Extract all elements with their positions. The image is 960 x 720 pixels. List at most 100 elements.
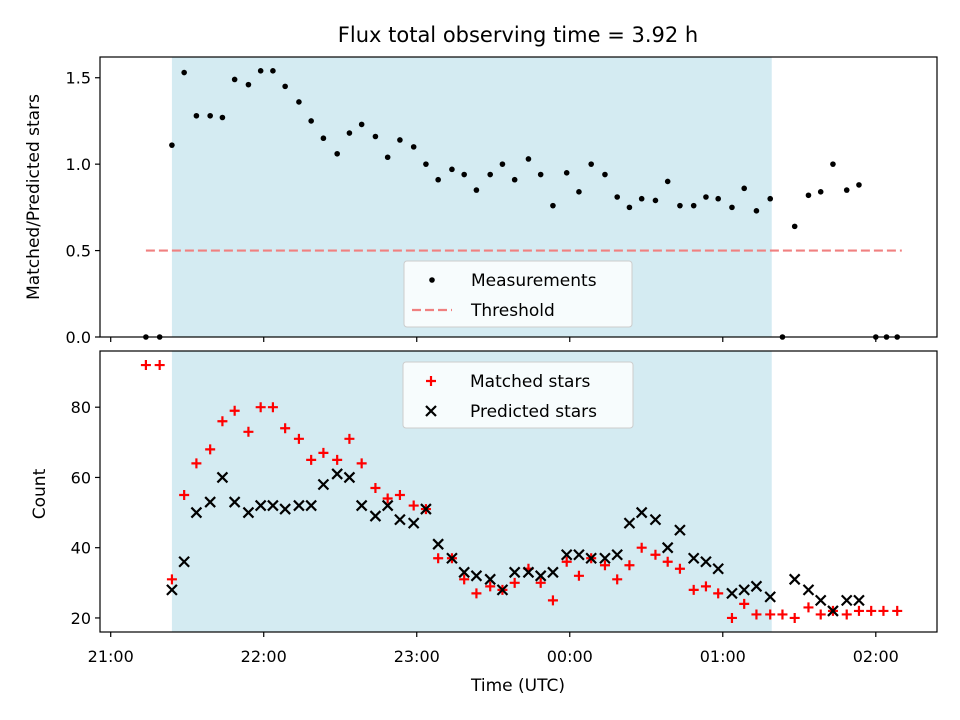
bottom-series-0-point <box>853 605 864 616</box>
bottom-series-0-point <box>803 602 814 613</box>
bottom-series-1-point <box>343 471 356 484</box>
bottom-series-1-point <box>190 506 203 519</box>
bottom-series-1-point <box>802 584 815 596</box>
bottom-series-0-point <box>599 560 610 571</box>
bottom-series-1-point <box>726 587 738 600</box>
bottom-series-1-point <box>649 513 662 526</box>
bottom-series-1-point <box>420 503 432 515</box>
top-series-0-point <box>856 182 862 188</box>
bottom-series-1-point <box>788 573 801 586</box>
top-series-0-point <box>193 112 200 119</box>
top-series-0-point <box>843 187 850 193</box>
bottom-series-1-point <box>381 499 394 512</box>
bottom-series-0-point <box>344 433 355 444</box>
bottom-series-0-point <box>306 454 317 465</box>
top-y-tick-label: 1.5 <box>66 69 91 88</box>
top-series-0-point <box>397 137 403 143</box>
bottom-series-1-point <box>407 517 420 529</box>
bottom-series-0-point <box>866 605 877 616</box>
top-y-tick-label: 0.0 <box>66 328 91 347</box>
top-axes-frame <box>99 56 938 338</box>
top-series-0-point <box>638 195 645 202</box>
bottom-series-1-point <box>331 468 343 480</box>
bottom-series-0-point <box>205 444 216 455</box>
top-panel: 0.0 0.5 1.0 1.5 Measurements Threshold <box>66 56 938 347</box>
top-series-0-point <box>588 161 594 167</box>
top-series-0-point <box>805 192 812 199</box>
bottom-series-1-point <box>534 570 547 582</box>
bottom-series-1-point <box>216 471 229 484</box>
bottom-series-0-point <box>636 542 647 553</box>
top-series-0-point <box>817 189 824 195</box>
bottom-series-1-point <box>394 513 406 526</box>
bottom-series-1-point <box>853 594 865 607</box>
bottom-series-0-point <box>154 360 165 371</box>
bottom-series-0-point <box>318 447 329 458</box>
top-series-0-point <box>219 114 226 121</box>
bottom-series-1-point <box>560 548 573 561</box>
top-series-0-point <box>741 185 747 192</box>
bottom-series-1-point <box>228 496 241 508</box>
bottom-legend-box <box>402 361 634 429</box>
x-tick-label: 00:00 <box>547 647 593 666</box>
top-series-0-point <box>550 202 556 209</box>
top-series-0-point <box>245 81 252 88</box>
bottom-legend-handle <box>426 376 436 386</box>
top-legend-label: Measurements <box>471 271 597 291</box>
bottom-series-0-point <box>674 563 685 574</box>
bottom-series-1-point <box>827 605 839 617</box>
bottom-series-0-point <box>179 490 190 501</box>
bottom-series-0-point <box>255 402 266 413</box>
top-legend-box <box>403 260 633 328</box>
bottom-series-1-point <box>355 499 368 512</box>
bottom-series-0-point <box>726 612 737 623</box>
top-series-0-point <box>346 130 353 136</box>
bottom-series-1-point <box>599 552 611 565</box>
bottom-series-0-point <box>166 574 177 585</box>
bottom-series-1-point <box>585 552 597 565</box>
bottom-legend-handle <box>425 405 437 417</box>
bottom-series-0-point <box>140 360 151 371</box>
top-series-0-point <box>626 204 633 211</box>
bottom-axes-frame <box>99 350 938 633</box>
bottom-y-tick-label: 20 <box>71 609 91 628</box>
x-tick-label: 21:00 <box>88 647 134 666</box>
x-tick-label: 23:00 <box>394 647 440 666</box>
bottom-legend-label: Matched stars <box>470 372 590 392</box>
bottom-series-0-point <box>433 553 444 564</box>
top-series-0-point <box>652 197 659 204</box>
bottom-series-0-point <box>892 605 903 616</box>
top-series-0-point <box>231 76 238 83</box>
top-series-0-point <box>384 154 391 161</box>
bottom-series-1-point <box>750 580 763 593</box>
bottom-series-1-point <box>242 506 255 519</box>
top-series-0-point <box>664 178 671 185</box>
bottom-series-1-point <box>661 541 674 554</box>
bottom-series-0-point <box>509 577 520 588</box>
bottom-series-1-point <box>573 548 585 561</box>
bottom-series-1-point <box>178 555 190 568</box>
top-series-0-point <box>257 68 264 74</box>
top-series-0-point <box>499 161 506 167</box>
top-series-0-point <box>715 195 721 202</box>
bottom-series-0-point <box>624 560 635 571</box>
top-series-0-point <box>169 142 175 148</box>
bottom-series-1-point <box>267 499 279 512</box>
top-series-0-point <box>487 171 493 178</box>
bottom-series-1-point <box>522 566 535 579</box>
bottom-series-0-point <box>485 581 496 592</box>
top-series-0-point <box>576 189 582 195</box>
bottom-series-0-point <box>688 584 699 595</box>
bottom-series-1-point <box>547 566 559 579</box>
bottom-series-1-point <box>496 584 509 596</box>
x-tick-label: 01:00 <box>700 647 746 666</box>
bottom-series-0-point <box>547 595 558 606</box>
bottom-series-1-point <box>458 566 470 579</box>
bottom-series-0-point <box>293 433 304 444</box>
top-series-0-point <box>296 99 302 105</box>
top-y-axis-label: Matched/Predicted stars <box>24 94 44 300</box>
top-series-0-point <box>537 171 544 178</box>
top-series-0-point <box>753 208 760 214</box>
top-series-0-point <box>791 223 798 230</box>
